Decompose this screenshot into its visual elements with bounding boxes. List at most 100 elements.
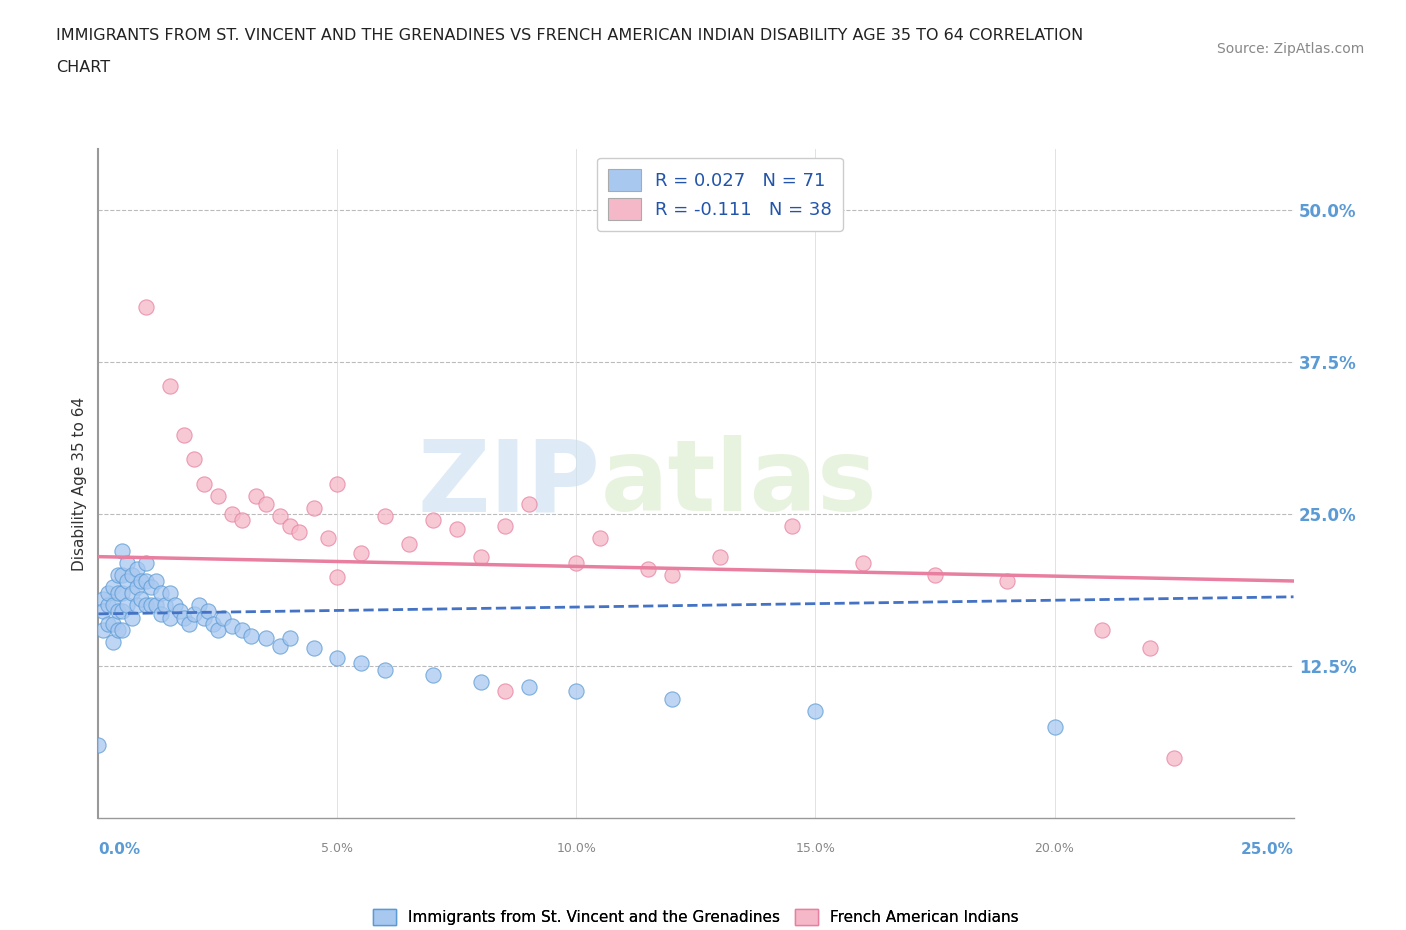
Point	[269, 509, 291, 524]
Point	[254, 497, 277, 512]
Point	[159, 610, 181, 625]
Point	[107, 622, 129, 637]
Point	[221, 507, 243, 522]
Point	[91, 622, 114, 637]
Point	[115, 574, 138, 589]
Point	[115, 555, 138, 570]
Point	[245, 488, 267, 503]
Point	[169, 604, 191, 618]
Point	[202, 617, 225, 631]
Point	[1043, 720, 1066, 735]
Point	[111, 622, 134, 637]
Point	[87, 737, 110, 752]
Point	[115, 598, 138, 613]
Point	[709, 550, 731, 565]
Point	[91, 604, 114, 618]
Point	[101, 617, 124, 631]
Point	[179, 617, 201, 631]
Point	[494, 684, 516, 698]
Point	[288, 525, 311, 539]
Point	[517, 680, 540, 695]
Point	[101, 598, 124, 613]
Point	[107, 604, 129, 618]
Point	[139, 579, 162, 594]
Point	[221, 618, 243, 633]
Point	[302, 500, 325, 515]
Point	[804, 704, 827, 719]
Point	[211, 610, 233, 625]
Point	[111, 586, 134, 601]
Text: Source: ZipAtlas.com: Source: ZipAtlas.com	[1216, 42, 1364, 56]
Point	[121, 610, 143, 625]
Point	[135, 299, 157, 314]
Point	[97, 617, 120, 631]
Point	[398, 537, 420, 551]
Point	[780, 519, 803, 534]
Point	[1139, 641, 1161, 656]
Point	[278, 519, 301, 534]
Point	[145, 574, 167, 589]
Point	[125, 579, 148, 594]
Point	[350, 546, 373, 561]
Point	[1163, 751, 1185, 765]
Point	[197, 604, 219, 618]
Point	[852, 555, 875, 570]
Point	[254, 631, 277, 645]
Point	[145, 598, 167, 613]
Point	[183, 606, 205, 621]
Point	[995, 574, 1018, 589]
Point	[107, 586, 129, 601]
Point	[125, 562, 148, 577]
Point	[278, 631, 301, 645]
Point	[111, 567, 134, 582]
Point	[97, 586, 120, 601]
Point	[125, 598, 148, 613]
Point	[135, 598, 157, 613]
Point	[326, 570, 349, 585]
Point	[207, 622, 229, 637]
Point	[155, 598, 177, 613]
Point	[374, 509, 396, 524]
Point	[565, 555, 588, 570]
Point	[111, 604, 134, 618]
Point	[173, 610, 195, 625]
Point	[183, 452, 205, 467]
Point	[326, 476, 349, 491]
Point	[159, 586, 181, 601]
Point	[374, 662, 396, 677]
Point	[149, 606, 172, 621]
Legend: Immigrants from St. Vincent and the Grenadines, French American Indians: Immigrants from St. Vincent and the Gren…	[367, 903, 1025, 930]
Point	[637, 562, 659, 577]
Point	[173, 428, 195, 443]
Point	[470, 674, 492, 689]
Text: 5.0%: 5.0%	[322, 842, 353, 855]
Point	[494, 519, 516, 534]
Point	[517, 497, 540, 512]
Point	[350, 655, 373, 670]
Text: 25.0%: 25.0%	[1240, 842, 1294, 857]
Point	[97, 598, 120, 613]
Point	[422, 668, 444, 683]
Point	[661, 692, 683, 707]
Text: IMMIGRANTS FROM ST. VINCENT AND THE GRENADINES VS FRENCH AMERICAN INDIAN DISABIL: IMMIGRANTS FROM ST. VINCENT AND THE GREN…	[56, 28, 1084, 43]
Text: 0.0%: 0.0%	[98, 842, 141, 857]
Text: 10.0%: 10.0%	[557, 842, 596, 855]
Point	[101, 579, 124, 594]
Point	[269, 638, 291, 653]
Point	[1091, 622, 1114, 637]
Point	[661, 567, 683, 582]
Point	[131, 591, 153, 606]
Point	[135, 574, 157, 589]
Point	[589, 531, 612, 546]
Point	[121, 567, 143, 582]
Point	[302, 641, 325, 656]
Point	[446, 521, 468, 536]
Point	[193, 610, 215, 625]
Point	[187, 598, 209, 613]
Point	[139, 598, 162, 613]
Point	[131, 574, 153, 589]
Point	[924, 567, 946, 582]
Point	[111, 543, 134, 558]
Text: 15.0%: 15.0%	[796, 842, 835, 855]
Point	[163, 598, 186, 613]
